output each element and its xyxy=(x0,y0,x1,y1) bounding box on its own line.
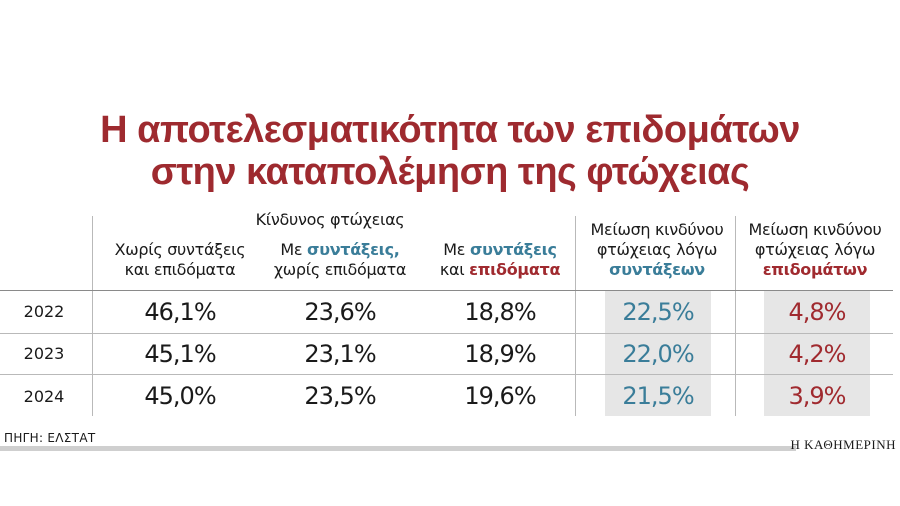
grid-vline-1 xyxy=(92,216,93,416)
col-header-5-line-1: Μείωση κινδύνου xyxy=(748,220,882,239)
cell-2024-pensions-and-benefits: 19,6% xyxy=(464,382,536,410)
cell-2022-pensions-and-benefits: 18,8% xyxy=(464,298,536,326)
cell-2024-no-pensions-benefits: 45,0% xyxy=(144,382,216,410)
row-label-2023: 2023 xyxy=(23,344,65,363)
cell-2023-pensions-no-benefits: 23,1% xyxy=(304,340,376,368)
col-header-3-and: και xyxy=(439,260,470,279)
cell-2022-pensions-no-benefits: 23,6% xyxy=(304,298,376,326)
cell-2023-reduction-benefits: 4,2% xyxy=(788,340,847,368)
source-note: ΠΗΓΗ: ΕΛΣΤΑΤ xyxy=(4,431,96,445)
shade-benefits-column xyxy=(764,290,870,416)
col-header-reduction-benefits: Μείωση κινδύνου φτώχειας λόγω επιδομάτων xyxy=(735,220,895,280)
grid-hline-row-2 xyxy=(0,374,893,375)
cell-2024-reduction-pensions: 21,5% xyxy=(622,382,694,410)
col-header-4-line-2: φτώχειας λόγω xyxy=(596,240,718,259)
col-header-pensions-and-benefits: Με συντάξεις και επιδόματα xyxy=(415,240,585,280)
cell-2024-pensions-no-benefits: 23,5% xyxy=(304,382,376,410)
grid-vline-3 xyxy=(735,216,736,416)
cell-2022-no-pensions-benefits: 46,1% xyxy=(144,298,216,326)
brand-logo: Η ΚΑΘΗΜΕΡΙΝΗ xyxy=(790,437,896,452)
col-header-no-pensions-benefits: Χωρίς συντάξεις και επιδόματα xyxy=(95,240,265,280)
cell-2023-no-pensions-benefits: 45,1% xyxy=(144,340,216,368)
col-header-2-prefix: Με xyxy=(280,240,308,259)
col-header-3-benefits: επιδόματα xyxy=(469,260,561,279)
footer-bar xyxy=(0,446,796,451)
group-header: Κίνδυνος φτώχειας xyxy=(255,210,405,229)
shade-pensions-column xyxy=(605,290,711,416)
cell-2022-reduction-benefits: 4,8% xyxy=(788,298,847,326)
grid-hline-header xyxy=(0,290,893,291)
cell-2024-reduction-benefits: 3,9% xyxy=(788,382,847,410)
grid-hline-row-1 xyxy=(0,333,893,334)
cell-2023-pensions-and-benefits: 18,9% xyxy=(464,340,536,368)
chart-title-line-1: Η αποτελεσματικότητα των επιδομάτων xyxy=(100,109,800,151)
col-header-reduction-pensions: Μείωση κινδύνου φτώχειας λόγω συντάξεων xyxy=(578,220,736,280)
col-header-4-line-3: συντάξεων xyxy=(609,260,705,279)
col-header-3-prefix: Με xyxy=(443,240,470,259)
chart-title-line-2: στην καταπολέμηση της φτώχειας xyxy=(150,151,750,193)
col-header-2-line-2: χωρίς επιδόματα xyxy=(273,260,407,279)
col-header-1-line-1: Χωρίς συντάξεις xyxy=(114,240,246,259)
grid-vline-2 xyxy=(575,216,576,416)
row-label-2022: 2022 xyxy=(23,302,65,321)
col-header-5-line-2: φτώχειας λόγω xyxy=(754,240,876,259)
col-header-3-pensions: συντάξεις xyxy=(469,240,557,259)
col-header-4-line-1: Μείωση κινδύνου xyxy=(590,220,724,239)
col-header-5-line-3: επιδομάτων xyxy=(762,260,868,279)
cell-2023-reduction-pensions: 22,0% xyxy=(622,340,694,368)
row-label-2024: 2024 xyxy=(23,387,65,406)
col-header-pensions-no-benefits: Με συντάξεις, χωρίς επιδόματα xyxy=(255,240,425,280)
col-header-1-line-2: και επιδόματα xyxy=(124,260,236,279)
col-header-2-pensions: συντάξεις, xyxy=(307,240,400,259)
cell-2022-reduction-pensions: 22,5% xyxy=(622,298,694,326)
